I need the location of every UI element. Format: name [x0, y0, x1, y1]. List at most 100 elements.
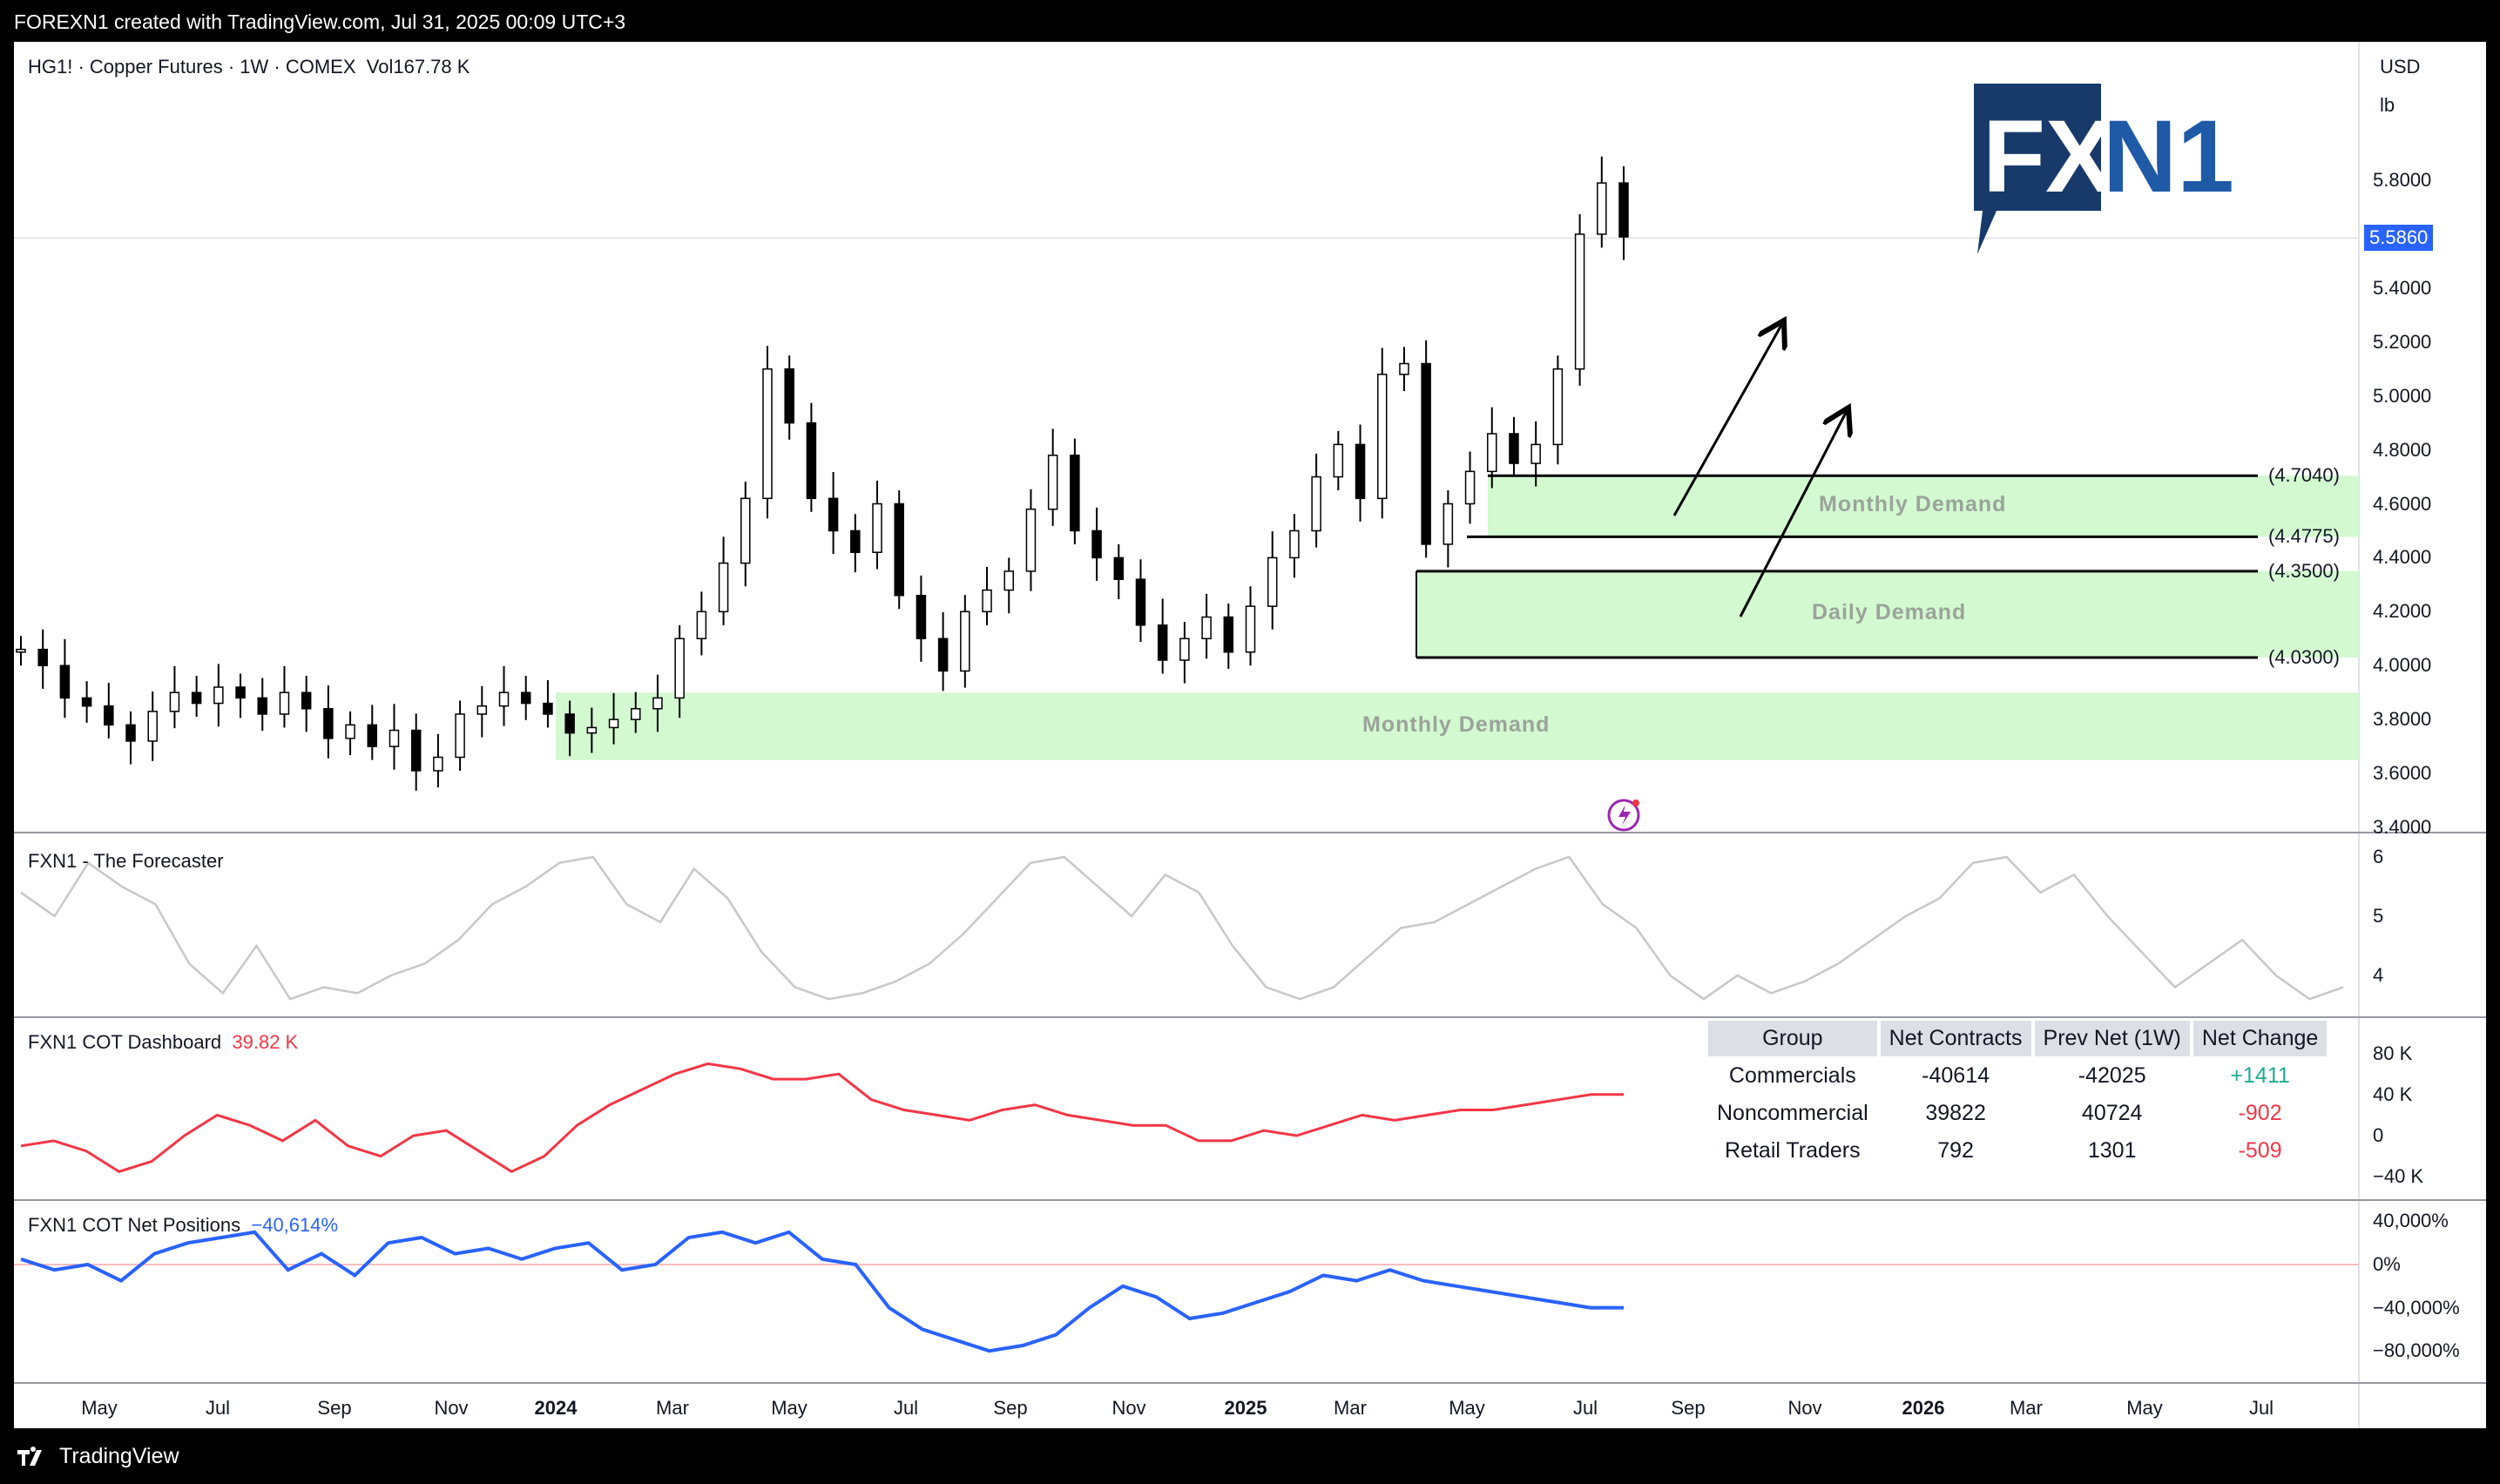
- x-axis-label: Nov: [1111, 1397, 1146, 1419]
- x-axis-label: Jul: [2248, 1397, 2274, 1419]
- tradingview-logo-icon: [17, 1446, 42, 1466]
- cot-dashboard-tick: 80 K: [2373, 1042, 2413, 1064]
- cot-table-cell: 792: [1937, 1138, 1974, 1163]
- cot-net-tick: −80,000%: [2373, 1339, 2460, 1362]
- forecaster-line: [20, 855, 2344, 1001]
- top-bar: FOREXN1 created with TradingView.com, Ju…: [0, 0, 2500, 42]
- candle-up: [279, 691, 290, 715]
- x-axis-label: May: [1449, 1397, 1485, 1419]
- candle-down: [104, 705, 114, 726]
- cot-net-line: [20, 1230, 1624, 1353]
- candle-up: [1201, 616, 1212, 640]
- x-axis-label: Sep: [993, 1397, 1028, 1419]
- candle-down: [806, 422, 817, 500]
- alert-bolt-icon: [1607, 799, 1640, 832]
- candle-up: [652, 697, 663, 710]
- fxn1-logo: FX N1: [1974, 84, 2234, 254]
- candle-up: [1530, 443, 1541, 464]
- level-label: (4.3500): [2268, 559, 2340, 582]
- cot-table-row: Retail Traders 792 1301 -509: [1708, 1133, 2327, 1169]
- cot-table: Group Net Contracts Prev Net (1W) Net Chang…: [1705, 1019, 2330, 1170]
- price-tick-label: 5.8000: [2373, 169, 2432, 191]
- cot-table-cell: 39822: [1925, 1101, 1986, 1125]
- x-axis-label: May: [771, 1397, 807, 1419]
- x-axis-label: Sep: [317, 1397, 352, 1419]
- cot-net-value: −40,614%: [251, 1214, 339, 1236]
- candle-up: [1464, 470, 1476, 505]
- cot-table-row: Commercials -40614 -42025 +1411: [1708, 1058, 2327, 1094]
- x-axis-label: May: [2126, 1397, 2163, 1419]
- candle-up: [1289, 530, 1300, 559]
- x-axis-label: Jul: [1572, 1397, 1598, 1419]
- cot-table-header: Prev Net (1W): [2034, 1021, 2190, 1056]
- last-price-badge: 5.5860: [2364, 225, 2434, 251]
- cot-dashboard-line: [20, 1062, 1624, 1174]
- price-tick-label: 5.2000: [2373, 330, 2432, 353]
- tradingview-label: TradingView: [59, 1444, 179, 1468]
- candle-up: [1443, 503, 1454, 545]
- candle-up: [1267, 556, 1278, 607]
- candle-up: [1376, 374, 1388, 500]
- forecaster-title[interactable]: FXN1 - The Forecaster: [28, 850, 224, 872]
- candle-up: [1487, 433, 1497, 473]
- x-axis-label: May: [81, 1397, 118, 1419]
- candle-down: [1070, 455, 1080, 532]
- unit-label[interactable]: lb: [2380, 94, 2395, 116]
- candle-up: [1333, 443, 1344, 478]
- candle-up: [455, 713, 465, 759]
- candle-up: [1311, 476, 1321, 532]
- price-tick-label: 5.0000: [2373, 384, 2432, 407]
- cot-net-title[interactable]: FXN1 COT Net Positions −40,614%: [28, 1214, 338, 1237]
- candle-down: [784, 368, 794, 424]
- candle-up: [740, 497, 751, 564]
- candle-down: [828, 497, 839, 532]
- x-axis-label: 2024: [534, 1397, 578, 1419]
- candle-down: [916, 595, 927, 640]
- x-axis-label: Jul: [205, 1397, 231, 1419]
- tradingview-brand[interactable]: TradingView: [16, 1444, 179, 1469]
- x-axis-label: Sep: [1671, 1397, 1706, 1419]
- candle-down: [37, 648, 48, 666]
- candle-down: [1355, 443, 1366, 500]
- candle-up: [213, 686, 224, 705]
- cot-net-tick: 0%: [2373, 1253, 2401, 1275]
- candle-up: [674, 637, 685, 699]
- symbol-title: HG1! · Copper Futures · 1W · COMEX Vol16…: [28, 56, 470, 78]
- cot-dashboard-title[interactable]: FXN1 COT Dashboard 39.82 K: [28, 1031, 298, 1054]
- candle-up: [1025, 508, 1037, 572]
- price-tick-label: 3.6000: [2373, 762, 2432, 785]
- candle-up: [1245, 605, 1256, 653]
- candle-up: [1574, 233, 1585, 370]
- candle-down: [1113, 556, 1125, 580]
- cot-table-cell: Retail Traders: [1725, 1138, 1861, 1163]
- level-label: (4.7040): [2268, 464, 2340, 487]
- cot-table-cell: -509: [2238, 1138, 2282, 1163]
- level-label: (4.4775): [2268, 525, 2340, 548]
- cot-dashboard-tick: 40 K: [2373, 1083, 2413, 1105]
- cot-table-header: Group: [1708, 1021, 1877, 1056]
- candle-up: [960, 610, 970, 672]
- daily-demand-zone-label: Daily Demand: [1812, 600, 1967, 625]
- candle-down: [191, 691, 202, 705]
- candle-up: [872, 503, 882, 553]
- candle-down: [937, 637, 949, 672]
- svg-text:N1: N1: [2103, 99, 2234, 214]
- cot-dashboard-value: 39.82 K: [232, 1031, 299, 1053]
- candle-down: [1223, 616, 1234, 653]
- x-axis-label: Nov: [1787, 1397, 1822, 1419]
- candle-up: [147, 711, 158, 742]
- currency-label[interactable]: USD: [2380, 56, 2421, 78]
- candle-up: [1179, 637, 1190, 661]
- cot-dashboard-tick: 0: [2373, 1124, 2384, 1146]
- projection-arrow: [1672, 320, 1784, 516]
- symbol-name: HG1! · Copper Futures · 1W · COMEX: [28, 56, 356, 78]
- cot-table-cell: Noncommercial: [1717, 1101, 1868, 1125]
- candle-down: [367, 724, 378, 747]
- x-axis-label: Jul: [893, 1397, 919, 1419]
- price-tick-label: 4.6000: [2373, 492, 2432, 515]
- candle-down: [564, 713, 575, 734]
- cot-table-cell: -902: [2238, 1101, 2282, 1125]
- candle-up: [345, 724, 355, 739]
- candle-down: [1421, 362, 1431, 545]
